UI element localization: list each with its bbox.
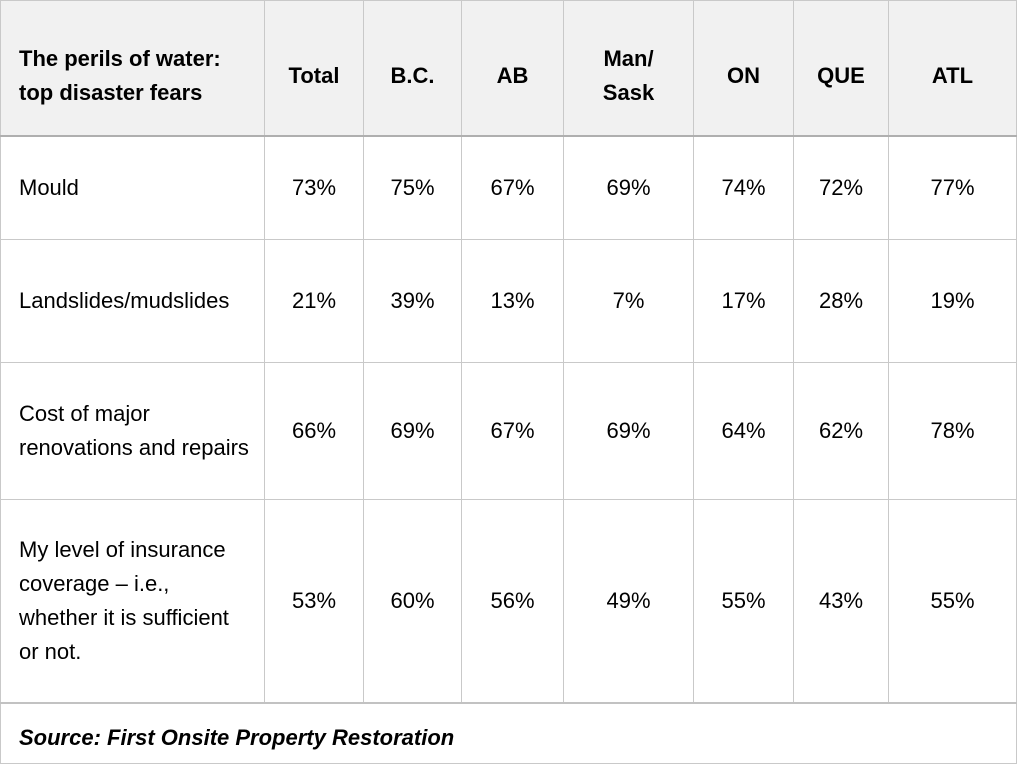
header-cell-man-sask: Man/ Sask: [563, 0, 694, 137]
value-cell: 73%: [264, 135, 364, 240]
value-cell: 69%: [363, 362, 462, 500]
header-cell-ab: AB: [461, 0, 564, 137]
row-label: My level of insurance coverage – i.e., w…: [0, 499, 265, 703]
table-row-insurance-coverage: My level of insurance coverage – i.e., w…: [0, 499, 1017, 703]
value-cell: 72%: [793, 135, 889, 240]
value-cell: 67%: [461, 362, 564, 500]
header-cell-on: ON: [693, 0, 794, 137]
value-cell: 64%: [693, 362, 794, 500]
value-cell: 75%: [363, 135, 462, 240]
value-cell: 49%: [563, 499, 694, 703]
value-cell: 17%: [693, 239, 794, 363]
source-note: Source: First Onsite Property Restoratio…: [0, 701, 1017, 764]
header-cell-bc: B.C.: [363, 0, 462, 137]
value-cell: 62%: [793, 362, 889, 500]
row-label: Landslides/mudslides: [0, 239, 265, 363]
value-cell: 13%: [461, 239, 564, 363]
value-cell: 66%: [264, 362, 364, 500]
value-cell: 55%: [693, 499, 794, 703]
header-cell-total: Total: [264, 0, 364, 137]
table-title: The perils of water: top disaster fears: [0, 0, 265, 137]
header-cell-atl: ATL: [888, 0, 1017, 137]
value-cell: 69%: [563, 362, 694, 500]
header-row: The perils of water: top disaster fears …: [0, 0, 1017, 137]
value-cell: 77%: [888, 135, 1017, 240]
value-cell: 55%: [888, 499, 1017, 703]
row-label: Mould: [0, 135, 265, 240]
source-row: Source: First Onsite Property Restoratio…: [0, 701, 1017, 764]
value-cell: 39%: [363, 239, 462, 363]
value-cell: 53%: [264, 499, 364, 703]
value-cell: 74%: [693, 135, 794, 240]
row-label: Cost of major renovations and repairs: [0, 362, 265, 500]
value-cell: 19%: [888, 239, 1017, 363]
value-cell: 21%: [264, 239, 364, 363]
header-cell-que: QUE: [793, 0, 889, 137]
value-cell: 67%: [461, 135, 564, 240]
value-cell: 78%: [888, 362, 1017, 500]
table-row-renovation-cost: Cost of major renovations and repairs 66…: [0, 362, 1017, 500]
value-cell: 28%: [793, 239, 889, 363]
table-row-mould: Mould 73% 75% 67% 69% 74% 72% 77%: [0, 135, 1017, 240]
value-cell: 60%: [363, 499, 462, 703]
value-cell: 7%: [563, 239, 694, 363]
table-row-landslides: Landslides/mudslides 21% 39% 13% 7% 17% …: [0, 239, 1017, 363]
value-cell: 56%: [461, 499, 564, 703]
value-cell: 43%: [793, 499, 889, 703]
value-cell: 69%: [563, 135, 694, 240]
